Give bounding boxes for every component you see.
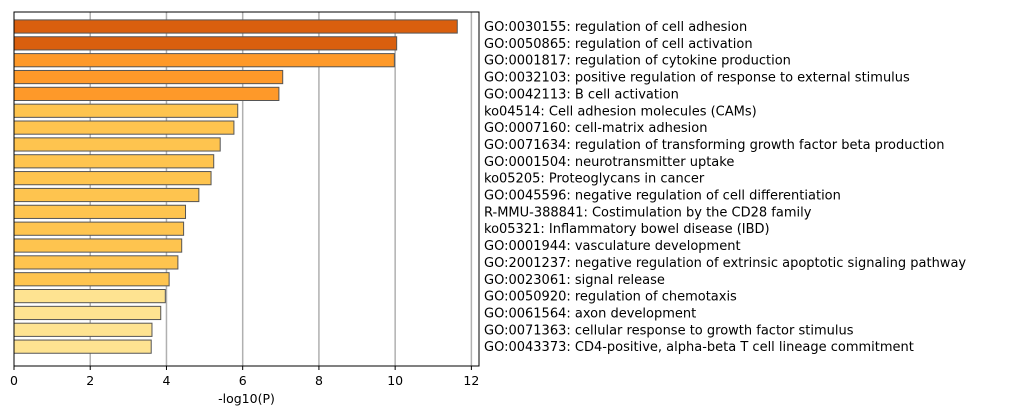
x-tick-label: 2 bbox=[86, 373, 94, 388]
bar bbox=[13, 221, 185, 236]
term-label: GO:0042113: B cell activation bbox=[484, 87, 679, 102]
bar bbox=[13, 255, 179, 270]
bar bbox=[13, 289, 166, 304]
term-label: GO:0023061: signal release bbox=[484, 273, 665, 288]
term-label: ko05321: Inflammatory bowel disease (IBD… bbox=[484, 222, 770, 237]
x-tick-label: 6 bbox=[239, 373, 247, 388]
term-label: GO:0050865: regulation of cell activatio… bbox=[484, 37, 753, 52]
bar bbox=[13, 305, 162, 321]
bar bbox=[13, 238, 183, 253]
x-tick-label: 0 bbox=[10, 373, 18, 388]
bar bbox=[13, 103, 239, 118]
term-label: GO:0001944: vasculature development bbox=[484, 239, 741, 254]
term-label: GO:2001237: negative regulation of extri… bbox=[484, 256, 966, 271]
term-label: GO:0071363: cellular response to growth … bbox=[484, 323, 854, 338]
x-tick-label: 4 bbox=[162, 373, 170, 388]
bar bbox=[13, 339, 152, 354]
term-label: GO:0030155: regulation of cell adhesion bbox=[484, 20, 747, 35]
bar bbox=[13, 171, 212, 186]
term-label: GO:0045596: negative regulation of cell … bbox=[484, 189, 841, 204]
term-label: GO:0032103: positive regulation of respo… bbox=[484, 71, 910, 86]
term-label: GO:0061564: axon development bbox=[484, 306, 696, 321]
bar bbox=[13, 322, 153, 337]
term-label: GO:0007160: cell-matrix adhesion bbox=[484, 121, 707, 136]
bars bbox=[13, 19, 458, 354]
term-label: GO:0001504: neurotransmitter uptake bbox=[484, 155, 734, 170]
x-tick-label: 8 bbox=[315, 373, 323, 388]
bar bbox=[13, 120, 235, 135]
bar bbox=[13, 137, 221, 152]
x-axis-title: -log10(P) bbox=[218, 391, 275, 406]
bar bbox=[13, 86, 280, 102]
x-tick-label: 10 bbox=[387, 373, 403, 388]
bar bbox=[13, 204, 187, 219]
term-label: ko05205: Proteoglycans in cancer bbox=[484, 172, 705, 187]
bar bbox=[13, 19, 458, 34]
bar bbox=[13, 69, 284, 85]
plot-frame bbox=[13, 11, 480, 367]
x-axis-ticks: 0 2 4 6 8 10 12 bbox=[10, 366, 479, 388]
bar bbox=[13, 36, 398, 51]
bar bbox=[13, 154, 215, 169]
term-labels: GO:0030155: regulation of cell adhesion G… bbox=[484, 20, 966, 355]
term-label: GO:0001817: regulation of cytokine produ… bbox=[484, 54, 791, 69]
term-label: GO:0050920: regulation of chemotaxis bbox=[484, 290, 737, 305]
bar bbox=[13, 53, 395, 68]
bar bbox=[13, 272, 170, 287]
term-label: GO:0043373: CD4-positive, alpha-beta T c… bbox=[484, 340, 914, 355]
term-label: R-MMU-388841: Costimulation by the CD28 … bbox=[484, 205, 812, 220]
term-label: ko04514: Cell adhesion molecules (CAMs) bbox=[484, 104, 757, 119]
term-label: GO:0071634: regulation of transforming g… bbox=[484, 138, 945, 153]
x-tick-label: 12 bbox=[463, 373, 479, 388]
bar bbox=[13, 187, 200, 203]
